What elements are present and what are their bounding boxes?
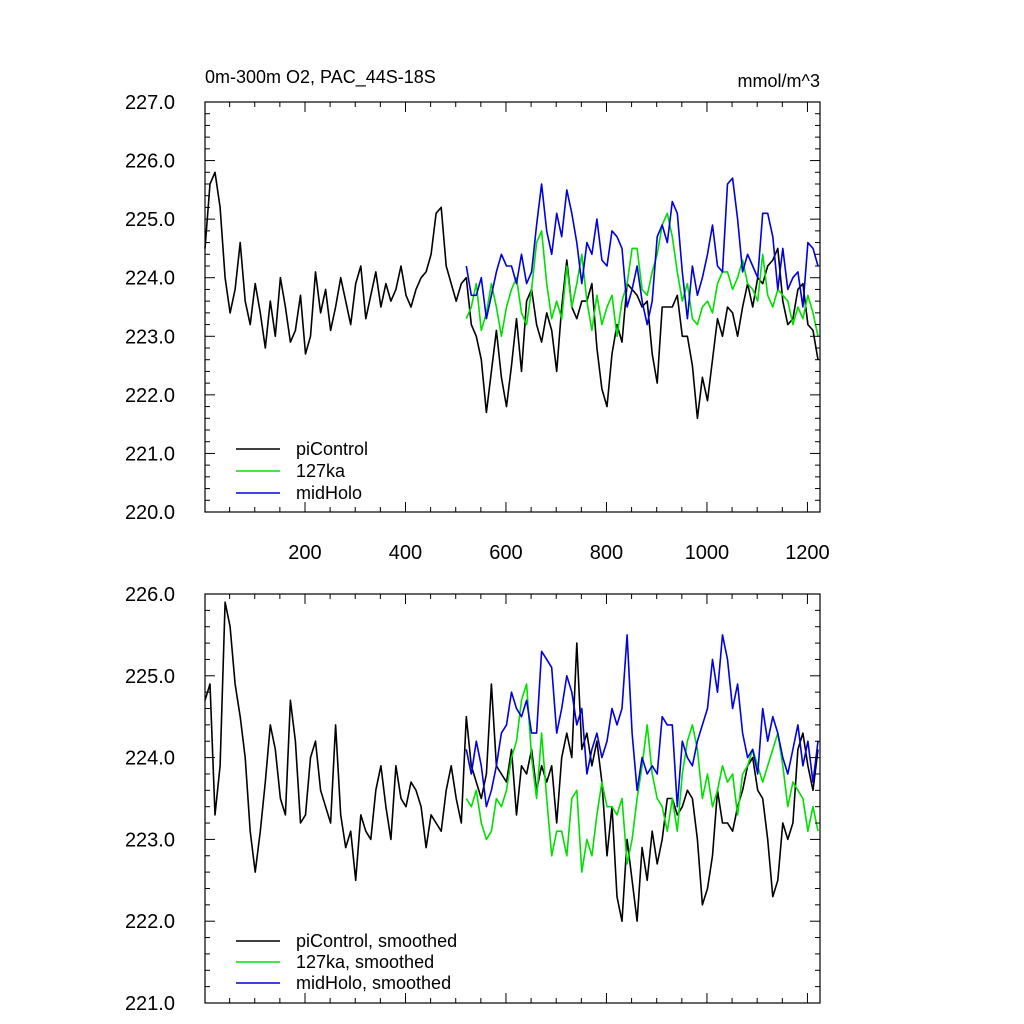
y-tick-label: 225.0 xyxy=(125,209,175,231)
y-tick-label: 224.0 xyxy=(125,268,175,290)
y-tick-label: 220.0 xyxy=(125,502,175,524)
series-line-1 xyxy=(204,171,819,420)
legend-label: midHolo xyxy=(296,483,362,503)
y-tick-label: 225.0 xyxy=(125,666,175,688)
y-tick-label: 227.0 xyxy=(125,92,175,114)
y-tick-label: 221.0 xyxy=(125,443,175,465)
bottom-panel: 221.0 222.0 223.0 224.0 225.0 226.0 piControl,… xyxy=(125,584,821,1015)
x-tick-label: 600 xyxy=(489,542,522,564)
series-line-3 xyxy=(465,634,819,808)
y-tick-label: 222.0 xyxy=(125,385,175,407)
y-tick-label: 223.0 xyxy=(125,326,175,348)
y-tick-label: 221.0 xyxy=(125,993,175,1015)
x-tick-label: 200 xyxy=(288,542,321,564)
plot-frame xyxy=(204,101,821,513)
y-tick-label: 226.0 xyxy=(125,584,175,606)
units-label: mmol/m^3 xyxy=(738,71,820,91)
plot-frame xyxy=(204,593,821,1004)
legend-label: 127ka, smoothed xyxy=(296,952,434,972)
y-tick-label: 223.0 xyxy=(125,829,175,851)
x-tick-label: 400 xyxy=(389,542,422,564)
y-tick-label: 222.0 xyxy=(125,911,175,933)
y-tick-label: 226.0 xyxy=(125,151,175,173)
legend-label: piControl, smoothed xyxy=(296,931,457,951)
legend-label: piControl xyxy=(296,439,368,459)
legend-label: midHolo, smoothed xyxy=(296,973,451,993)
top-panel: 200 400 600 800 1000 1200 220.0 221.0 222.0 223.0… xyxy=(125,92,830,564)
series-line-3 xyxy=(465,177,819,326)
x-tick-label: 1200 xyxy=(785,542,830,564)
y-tick-label: 224.0 xyxy=(125,748,175,770)
chart-title: 0m-300m O2, PAC_44S-18S xyxy=(205,67,436,88)
series-line-1 xyxy=(204,601,819,923)
series-line-2 xyxy=(465,212,819,338)
series-line-2 xyxy=(465,683,819,873)
x-tick-label: 800 xyxy=(590,542,623,564)
legend-label: 127ka xyxy=(296,461,346,481)
x-tick-label: 1000 xyxy=(685,542,730,564)
